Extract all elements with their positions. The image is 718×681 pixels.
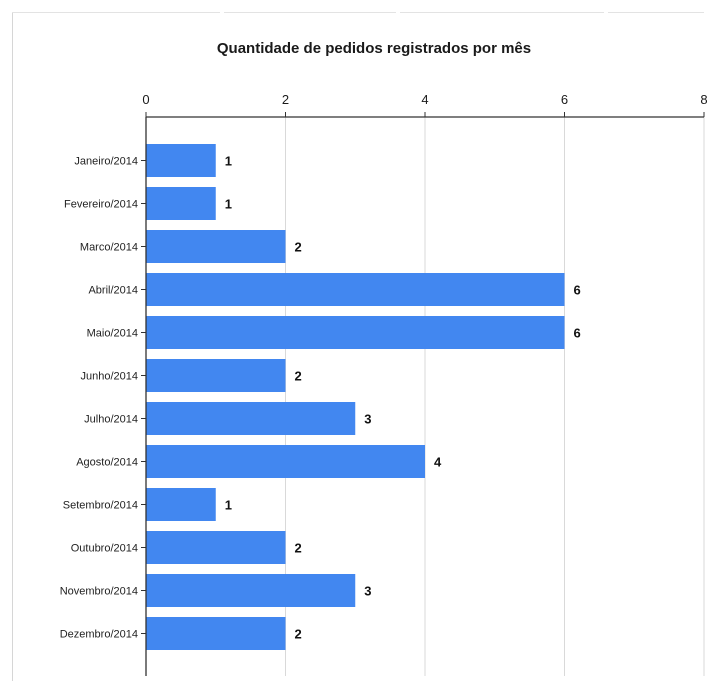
bar bbox=[146, 230, 286, 263]
bar bbox=[146, 574, 356, 607]
category-label: Janeiro/2014 bbox=[74, 156, 138, 168]
x-tick-label: 0 bbox=[142, 92, 149, 107]
data-label: 6 bbox=[574, 326, 581, 341]
bar bbox=[146, 144, 216, 177]
frame-top-border bbox=[12, 12, 220, 13]
bar bbox=[146, 531, 286, 564]
bar bbox=[146, 273, 565, 306]
data-label: 1 bbox=[225, 498, 232, 513]
axis-layer: 0 2 4 6 8 bbox=[141, 92, 708, 676]
category-label: Agosto/2014 bbox=[76, 457, 138, 469]
data-label: 6 bbox=[574, 283, 581, 298]
category-label: Maio/2014 bbox=[87, 328, 138, 340]
category-label: Abril/2014 bbox=[88, 285, 138, 297]
bar bbox=[146, 445, 425, 478]
data-label: 4 bbox=[434, 455, 442, 470]
bar bbox=[146, 402, 356, 435]
frame-top-border bbox=[608, 12, 704, 13]
category-label: Fevereiro/2014 bbox=[64, 199, 138, 211]
data-label: 2 bbox=[295, 369, 302, 384]
data-label: 2 bbox=[295, 627, 302, 642]
category-label: Outubro/2014 bbox=[71, 543, 138, 555]
frame-top-border bbox=[224, 12, 396, 13]
x-tick-label: 6 bbox=[561, 92, 568, 107]
category-label: Novembro/2014 bbox=[60, 586, 138, 598]
data-label: 3 bbox=[364, 412, 371, 427]
bar bbox=[146, 187, 216, 220]
frame-top-border bbox=[400, 12, 604, 13]
bar bbox=[146, 488, 216, 521]
frame-left-border bbox=[12, 12, 13, 681]
x-tick-label: 8 bbox=[700, 92, 707, 107]
label-layer: Janeiro/2014 1 Fevereiro/2014 1 Marco/2014 2 A… bbox=[60, 154, 581, 642]
data-label: 2 bbox=[295, 541, 302, 556]
bar bbox=[146, 316, 565, 349]
data-label: 3 bbox=[364, 584, 371, 599]
x-tick-label: 2 bbox=[282, 92, 289, 107]
category-label: Junho/2014 bbox=[81, 371, 139, 383]
x-tick-label: 4 bbox=[421, 92, 428, 107]
data-label: 1 bbox=[225, 154, 232, 169]
chart-title: Quantidade de pedidos registrados por mê… bbox=[217, 40, 531, 57]
category-label: Dezembro/2014 bbox=[60, 629, 138, 641]
bar-layer bbox=[146, 144, 565, 650]
category-label: Marco/2014 bbox=[80, 242, 138, 254]
data-label: 2 bbox=[295, 240, 302, 255]
category-label: Setembro/2014 bbox=[63, 500, 138, 512]
data-label: 1 bbox=[225, 197, 232, 212]
bar bbox=[146, 359, 286, 392]
bar bbox=[146, 617, 286, 650]
category-label: Julho/2014 bbox=[84, 414, 138, 426]
